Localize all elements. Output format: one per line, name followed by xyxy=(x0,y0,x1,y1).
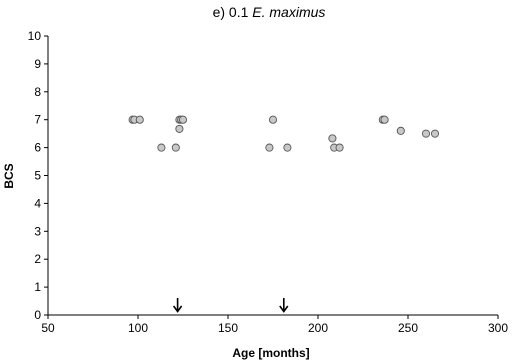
data-point xyxy=(283,143,292,152)
data-point xyxy=(380,115,389,124)
y-tick-label: 8 xyxy=(34,85,41,99)
y-tick-label: 5 xyxy=(34,169,41,183)
event-arrow xyxy=(172,298,183,313)
chart-title: e) 0.1 E. maximus xyxy=(213,4,326,20)
y-tick-label: 9 xyxy=(34,57,41,71)
data-point xyxy=(335,143,344,152)
data-point xyxy=(421,129,431,138)
data-point xyxy=(171,143,180,152)
data-point xyxy=(135,115,144,124)
y-tick-label: 2 xyxy=(34,252,41,266)
y-tick-label: 10 xyxy=(28,29,42,43)
data-point xyxy=(268,115,278,124)
axes xyxy=(47,36,498,316)
chart-title-prefix: e) 0.1 xyxy=(213,4,249,20)
y-tick-label: 7 xyxy=(34,113,41,127)
y-tick-label: 6 xyxy=(34,141,41,155)
y-tick-label: 3 xyxy=(34,224,41,238)
y-axis-title: BCS xyxy=(2,163,16,188)
data-point xyxy=(265,143,274,152)
x-tick-label: 50 xyxy=(41,321,55,335)
data-point xyxy=(157,143,166,152)
x-axis-title: Age [months] xyxy=(232,346,309,360)
y-tick-label: 1 xyxy=(34,280,41,294)
y-axis-ticks: 0 1 2 3 4 5 6 7 8 9 10 xyxy=(28,29,48,322)
event-arrow xyxy=(279,298,289,313)
data-point xyxy=(175,124,184,133)
x-tick-label: 100 xyxy=(128,321,148,335)
data-point xyxy=(178,115,188,124)
data-point xyxy=(328,134,337,143)
x-tick-label: 250 xyxy=(398,321,418,335)
data-point xyxy=(396,126,405,135)
data-point xyxy=(430,129,440,138)
chart-title-species: E. maximus xyxy=(252,4,325,20)
y-tick-label: 0 xyxy=(34,308,41,322)
x-tick-label: 200 xyxy=(308,321,328,335)
x-tick-label: 150 xyxy=(218,321,238,335)
x-tick-label: 300 xyxy=(488,321,508,335)
y-tick-label: 4 xyxy=(34,196,41,210)
data-points xyxy=(128,115,440,152)
event-arrows xyxy=(172,298,289,313)
x-axis-ticks: 50 100 150 200 250 300 xyxy=(41,315,508,335)
